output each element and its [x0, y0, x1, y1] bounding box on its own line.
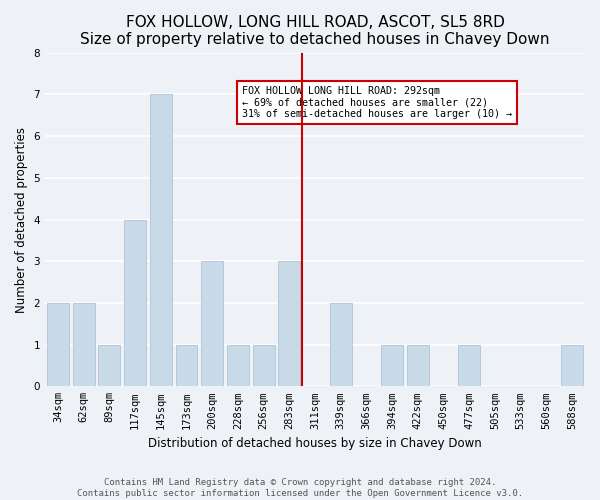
Bar: [98, 344, 120, 387]
Bar: [561, 344, 583, 387]
Bar: [47, 303, 69, 386]
Title: FOX HOLLOW, LONG HILL ROAD, ASCOT, SL5 8RD
Size of property relative to detached: FOX HOLLOW, LONG HILL ROAD, ASCOT, SL5 8…: [80, 15, 550, 48]
Bar: [330, 303, 352, 386]
Bar: [381, 344, 403, 387]
Bar: [458, 344, 480, 387]
Bar: [227, 344, 249, 387]
Y-axis label: Number of detached properties: Number of detached properties: [15, 126, 28, 312]
X-axis label: Distribution of detached houses by size in Chavey Down: Distribution of detached houses by size …: [148, 437, 482, 450]
Bar: [176, 344, 197, 387]
Bar: [407, 344, 429, 387]
Text: FOX HOLLOW LONG HILL ROAD: 292sqm
← 69% of detached houses are smaller (22)
31% : FOX HOLLOW LONG HILL ROAD: 292sqm ← 69% …: [242, 86, 512, 120]
Bar: [201, 261, 223, 386]
Bar: [253, 344, 275, 387]
Bar: [278, 261, 300, 386]
Bar: [73, 303, 95, 386]
Text: Contains HM Land Registry data © Crown copyright and database right 2024.
Contai: Contains HM Land Registry data © Crown c…: [77, 478, 523, 498]
Bar: [150, 94, 172, 387]
Bar: [124, 220, 146, 386]
